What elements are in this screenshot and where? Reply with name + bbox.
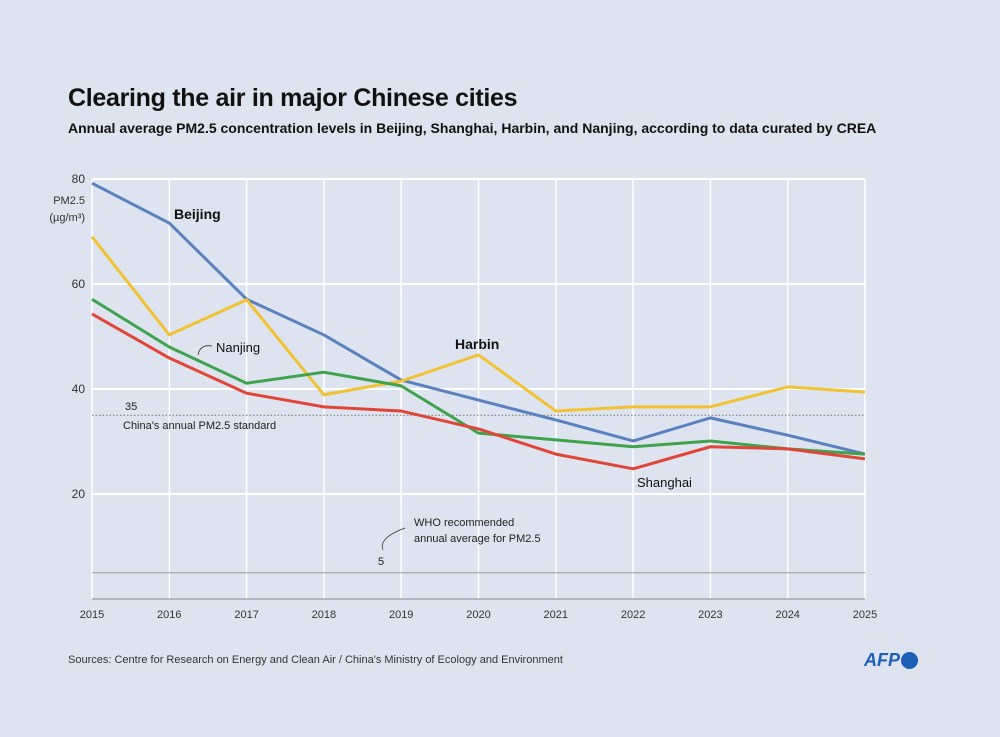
x-tick-label: 2023 [698,609,722,621]
logo-text: AFP [864,650,900,670]
x-tick-label: 2020 [466,609,490,621]
who-guideline-value: 5 [378,556,384,568]
china-standard-value: 35 [125,401,137,413]
nanjing-label-leader [197,345,213,356]
y-axis-label: PM2.5 [53,195,85,207]
y-axis-unit: (µg/m³) [49,212,85,224]
afp-logo: AFP [864,650,918,671]
chart-subtitle: Annual average PM2.5 concentration level… [68,120,877,136]
chart-title: Clearing the air in major Chinese cities [68,84,518,112]
series-label-harbin: Harbin [455,336,499,352]
y-tick-label: 80 [72,172,86,186]
x-tick-label: 2022 [621,609,645,621]
who-annotation-leader [381,527,406,551]
china-standard-label: China's annual PM2.5 standard [123,420,276,432]
x-tick-label: 2024 [775,609,799,621]
x-tick-label: 2018 [312,609,336,621]
series-label-nanjing: Nanjing [216,340,260,355]
series-label-shanghai: Shanghai [637,475,692,490]
x-tick-label: 2016 [157,609,181,621]
logo-dot-icon [901,652,918,669]
x-tick-label: 2025 [853,609,877,621]
source-note: Sources: Centre for Research on Energy a… [68,654,563,666]
series-label-beijing: Beijing [174,206,221,222]
who-guideline-label-2: annual average for PM2.5 [414,533,541,545]
y-tick-label: 60 [72,277,86,291]
y-tick-label: 20 [72,487,86,501]
x-tick-label: 2021 [544,609,568,621]
x-tick-label: 2019 [389,609,413,621]
who-guideline-label-1: WHO recommended [414,517,514,529]
x-tick-label: 2015 [80,609,104,621]
y-tick-label: 40 [72,382,86,396]
x-tick-label: 2017 [234,609,258,621]
